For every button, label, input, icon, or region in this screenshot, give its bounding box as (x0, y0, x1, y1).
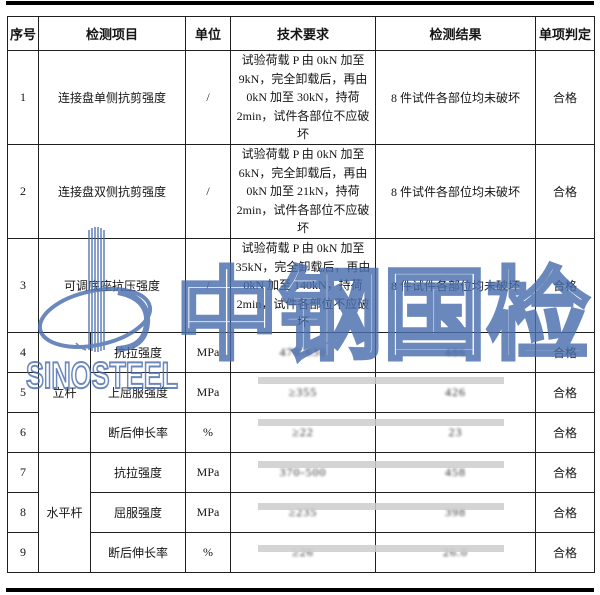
judgment-cell: 合格 (535, 144, 596, 239)
table-row: 3 可调底座抗压强度 / 试验荷载 P 由 0kN 加至 35kN，完全卸载后，… (7, 238, 596, 333)
requirement-cell: 试验荷载 P 由 0kN 加至 35kN，完全卸载后，再由 0kN 加至 140… (230, 238, 377, 333)
header-row: 序号 检测项目 单位 技术要求 检测结果 单项判定 (7, 16, 596, 51)
header-no: 序号 (7, 16, 39, 51)
item-cell: 断后伸长率 (89, 412, 187, 453)
result-cell: 458 (375, 452, 537, 493)
result-cell: 8 件试件各部位均未破坏 (375, 144, 537, 239)
table-row: 7 水平杆 抗拉强度 MPa 370-500 458 合格 (7, 452, 596, 573)
judgment-cell: 合格 (535, 332, 596, 373)
unit-cell: % (185, 532, 232, 573)
result-cell: 398 (375, 492, 537, 533)
item-cell: 连接盘双侧抗剪强度 (37, 144, 187, 239)
table-row: 1 连接盘单侧抗剪强度 / 试验荷载 P 由 0kN 加至 9kN，完全卸载后，… (7, 50, 596, 145)
group-cell-ligan: 立杆 (38, 332, 91, 453)
unit-cell: / (185, 144, 232, 239)
judgment-cell: 合格 (535, 492, 596, 533)
table-bottom-rule (6, 588, 594, 592)
table-top-rule (6, 1, 594, 5)
judgment-cell: 合格 (535, 452, 596, 493)
item-cell: 可调底座抗压强度 (37, 238, 187, 333)
unit-cell: MPa (185, 492, 232, 533)
header-requirement: 技术要求 (230, 16, 377, 51)
table-row: 4 立杆 抗拉强度 MPa 470-630 486 合格 (7, 332, 596, 453)
group-cell-shuipinggan: 水平杆 (38, 452, 91, 573)
unit-cell: MPa (185, 332, 232, 373)
header-item: 检测项目 (37, 16, 187, 51)
requirement-cell: ≥26 (230, 532, 377, 573)
redaction-strip (258, 377, 504, 384)
header-judgment: 单项判定 (535, 16, 596, 51)
no-cell: 1 (7, 50, 39, 145)
table-row: 9 断后伸长率 % ≥26 26.0 合格 (7, 532, 596, 573)
no-cell: 6 (7, 412, 39, 453)
item-cell: 抗拉强度 (89, 452, 187, 493)
judgment-cell: 合格 (535, 412, 596, 453)
item-cell: 上屈服强度 (89, 372, 187, 413)
table-row: 6 断后伸长率 % ≥22 23 合格 (7, 412, 596, 453)
redaction-strip (258, 461, 504, 468)
unit-cell: MPa (185, 372, 232, 413)
header-unit: 单位 (185, 16, 232, 51)
redaction-strip (258, 503, 504, 510)
item-cell: 连接盘单侧抗剪强度 (37, 50, 187, 145)
no-cell: 3 (7, 238, 39, 333)
redaction-strip (258, 419, 504, 426)
requirement-cell: 370-500 (230, 452, 377, 493)
requirement-cell: 470-630 (230, 332, 377, 373)
no-cell: 2 (7, 144, 39, 239)
judgment-cell: 合格 (535, 372, 596, 413)
no-cell: 5 (7, 372, 39, 413)
table-row: 2 连接盘双侧抗剪强度 / 试验荷载 P 由 0kN 加至 6kN，完全卸载后，… (7, 144, 596, 239)
requirement-cell: 试验荷载 P 由 0kN 加至 6kN，完全卸载后，再由 0kN 加至 21kN… (230, 144, 377, 239)
unit-cell: % (185, 412, 232, 453)
judgment-cell: 合格 (535, 238, 596, 333)
item-cell: 抗拉强度 (89, 332, 187, 373)
header-result: 检测结果 (375, 16, 537, 51)
item-cell: 断后伸长率 (89, 532, 187, 573)
requirement-cell: ≥235 (230, 492, 377, 533)
result-cell: 486 (375, 332, 537, 373)
no-cell: 7 (7, 452, 39, 493)
inspection-table: 序号 检测项目 单位 技术要求 检测结果 单项判定 1 连接盘单侧抗剪强度 / … (7, 16, 596, 573)
result-cell: 8 件试件各部位均未破坏 (375, 238, 537, 333)
redaction-strip (258, 545, 504, 552)
unit-cell: / (185, 50, 232, 145)
no-cell: 8 (7, 492, 39, 533)
item-cell: 屈服强度 (89, 492, 187, 533)
no-cell: 9 (7, 532, 39, 573)
table-row: 8 屈服强度 MPa ≥235 398 合格 (7, 492, 596, 533)
result-cell: 8 件试件各部位均未破坏 (375, 50, 537, 145)
unit-cell: / (185, 238, 232, 333)
judgment-cell: 合格 (535, 50, 596, 145)
result-cell: 26.0 (375, 532, 537, 573)
requirement-cell: 试验荷载 P 由 0kN 加至 9kN，完全卸载后，再由 0kN 加至 30kN… (230, 50, 377, 145)
result-cell: 23 (375, 412, 537, 453)
no-cell: 4 (7, 332, 39, 373)
judgment-cell: 合格 (535, 532, 596, 573)
unit-cell: MPa (185, 452, 232, 493)
